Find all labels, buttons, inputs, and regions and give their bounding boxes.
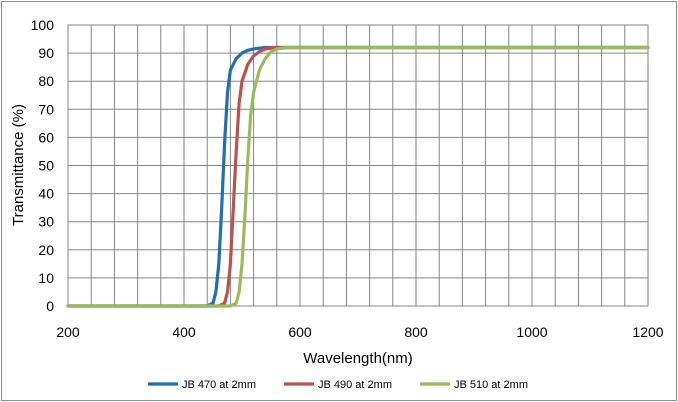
y-tick-label: 70 (38, 101, 54, 117)
y-tick-label: 20 (38, 242, 54, 258)
y-tick-label: 50 (38, 158, 54, 174)
y-tick-label: 60 (38, 129, 54, 145)
legend-label: JB 490 at 2mm (318, 379, 392, 391)
y-axis-title: Transmittance (%) (10, 104, 27, 226)
y-tick-label: 10 (38, 270, 54, 286)
y-tick-label: 90 (38, 45, 54, 61)
x-tick-label: 800 (404, 324, 428, 340)
x-tick-label: 200 (56, 324, 80, 340)
y-tick-labels: 0 10 20 30 40 50 60 70 80 90 100 (31, 17, 55, 314)
plot-area-border (67, 24, 649, 307)
x-tick-label: 1000 (516, 324, 547, 340)
series-line-2 (66, 45, 650, 308)
x-tick-label: 600 (288, 324, 312, 340)
x-tick-label: 1200 (632, 324, 663, 340)
y-tick-label: 0 (46, 298, 54, 314)
legend-label: JB 510 at 2mm (454, 379, 528, 391)
x-tick-label: 400 (172, 324, 196, 340)
legend-label: JB 470 at 2mm (182, 379, 256, 391)
x-tick-labels: 200 400 600 800 1000 1200 (56, 324, 663, 340)
series-lines (66, 45, 650, 308)
series-line-3 (66, 45, 650, 308)
grid-lines (67, 24, 649, 307)
x-axis-title: Wavelength(nm) (303, 350, 412, 367)
y-tick-label: 30 (38, 214, 54, 230)
series-line-1 (66, 45, 650, 308)
y-tick-label: 80 (38, 73, 54, 89)
y-tick-label: 40 (38, 186, 54, 202)
legend: JB 470 at 2mm JB 490 at 2mm JB 510 at 2mm (148, 379, 528, 391)
y-tick-label: 100 (31, 17, 55, 33)
